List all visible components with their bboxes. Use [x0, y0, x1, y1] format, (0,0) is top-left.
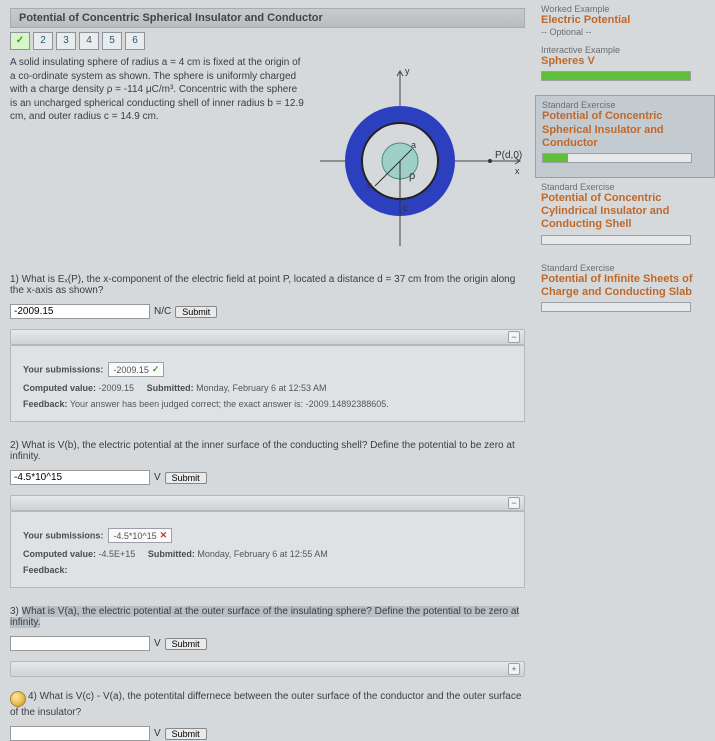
q4-submit-button[interactable]: Submit	[165, 728, 207, 740]
q3-text: 3) What is V(a), the electric potential …	[10, 606, 525, 628]
q1-submit-button[interactable]: Submit	[175, 306, 217, 318]
q1-submissions-label: Your submissions:	[23, 365, 103, 375]
svg-text:P(d,0): P(d,0)	[495, 150, 522, 161]
q3-feedback-toggle-bar[interactable]: +	[10, 661, 525, 677]
progress-bar	[542, 153, 692, 163]
q2-submitted-value: Monday, February 6 at 12:55 AM	[197, 549, 327, 559]
sidebar-item-label: Worked Example	[541, 4, 709, 14]
svg-text:b: b	[367, 180, 372, 190]
sidebar-item-title[interactable]: Spheres V	[541, 55, 709, 68]
q3-submit-button[interactable]: Submit	[165, 638, 207, 650]
q1-submission-value: -2009.15	[113, 365, 149, 375]
tab-3[interactable]: 3	[56, 32, 76, 50]
expand-icon[interactable]: +	[508, 663, 520, 675]
q1-feedback-toggle-bar[interactable]: −	[10, 329, 525, 345]
q2-answer-input[interactable]	[10, 470, 150, 485]
progress-bar	[541, 71, 691, 81]
progress-bar	[541, 235, 691, 245]
q1-computed-label: Computed value:	[23, 383, 96, 393]
sidebar-item-title[interactable]: Potential of Infinite Sheets of Charge a…	[541, 273, 709, 299]
problem-figure: a b c ρ P(d,0) x y	[315, 56, 525, 256]
sidebar: Worked Example Electric Potential -- Opt…	[535, 0, 715, 741]
check-icon: ✓	[152, 364, 160, 375]
q2-feedback-box: Your submissions: -4.5*10^15 ✕ Computed …	[10, 511, 525, 588]
q4-text-content: 4) What is V(c) - V(a), the potentital d…	[10, 691, 521, 718]
q3-unit: V	[154, 638, 161, 649]
q4-text: 4) What is V(c) - V(a), the potentital d…	[10, 691, 525, 718]
sidebar-item-sub: -- Optional --	[541, 27, 709, 37]
q1-feedback-box: Your submissions: -2009.15 ✓ Computed va…	[10, 345, 525, 422]
q1-text: 1) What is Eₓ(P), the x-component of the…	[10, 274, 525, 296]
sidebar-item-2[interactable]: Standard Exercise Potential of Concentri…	[535, 95, 715, 178]
q1-computed-value: -2009.15	[99, 383, 135, 393]
q2-feedback-label: Feedback:	[23, 565, 68, 575]
page-title: Potential of Concentric Spherical Insula…	[10, 8, 525, 28]
sidebar-item-title[interactable]: Electric Potential	[541, 14, 709, 27]
q1-feedback-text: Your answer has been judged correct; the…	[70, 399, 389, 409]
sidebar-item-label: Standard Exercise	[542, 100, 708, 110]
sidebar-item-4[interactable]: Standard Exercise Potential of Infinite …	[535, 259, 715, 326]
q2-submission-value: -4.5*10^15	[113, 531, 156, 541]
sidebar-item-3[interactable]: Standard Exercise Potential of Concentri…	[535, 178, 715, 259]
coin-icon	[10, 691, 26, 707]
tab-1-label: ✓	[16, 35, 24, 46]
svg-text:x: x	[515, 166, 520, 176]
collapse-icon[interactable]: −	[508, 331, 520, 343]
q2-computed-value: -4.5E+15	[99, 549, 136, 559]
q1-feedback-label: Feedback:	[23, 399, 68, 409]
q2-submissions-label: Your submissions:	[23, 531, 103, 541]
x-icon: ✕	[160, 530, 168, 541]
svg-text:c: c	[403, 203, 408, 213]
q2-submit-button[interactable]: Submit	[165, 472, 207, 484]
q2-submission-chip: -4.5*10^15 ✕	[108, 528, 172, 543]
tab-1[interactable]: ✓	[10, 32, 30, 50]
tab-4[interactable]: 4	[79, 32, 99, 50]
progress-bar	[541, 302, 691, 312]
svg-text:ρ: ρ	[409, 170, 415, 182]
problem-text: A solid insulating sphere of radius a = …	[10, 56, 305, 256]
q4-unit: V	[154, 728, 161, 739]
q1-answer-input[interactable]	[10, 304, 150, 319]
q2-computed-label: Computed value:	[23, 549, 96, 559]
q2-feedback-toggle-bar[interactable]: −	[10, 495, 525, 511]
q4-answer-input[interactable]	[10, 726, 150, 741]
q2-unit: V	[154, 472, 161, 483]
sidebar-item-0[interactable]: Worked Example Electric Potential -- Opt…	[535, 0, 715, 41]
sidebar-item-label: Standard Exercise	[541, 182, 709, 192]
sidebar-item-1[interactable]: Interactive Example Spheres V	[535, 41, 715, 95]
question-tabs: ✓ 2 3 4 5 6	[10, 32, 525, 50]
q1-unit: N/C	[154, 306, 171, 317]
tab-2[interactable]: 2	[33, 32, 53, 50]
q1-submitted-label: Submitted:	[147, 383, 194, 393]
q3-text-highlight: What is V(a), the electric potential at …	[10, 606, 519, 628]
sidebar-item-label: Standard Exercise	[541, 263, 709, 273]
q2-text: 2) What is V(b), the electric potential …	[10, 440, 525, 462]
q2-submitted-label: Submitted:	[148, 549, 195, 559]
q3-answer-input[interactable]	[10, 636, 150, 651]
svg-text:a: a	[411, 140, 416, 150]
q1-submission-chip: -2009.15 ✓	[108, 362, 164, 377]
q1-submitted-value: Monday, February 6 at 12:53 AM	[196, 383, 326, 393]
collapse-icon[interactable]: −	[508, 497, 520, 509]
sidebar-item-title[interactable]: Potential of Concentric Cylindrical Insu…	[541, 192, 709, 232]
tab-6[interactable]: 6	[125, 32, 145, 50]
sidebar-item-title[interactable]: Potential of Concentric Spherical Insula…	[542, 110, 708, 150]
tab-5[interactable]: 5	[102, 32, 122, 50]
svg-text:y: y	[405, 66, 410, 76]
sidebar-item-label: Interactive Example	[541, 45, 709, 55]
